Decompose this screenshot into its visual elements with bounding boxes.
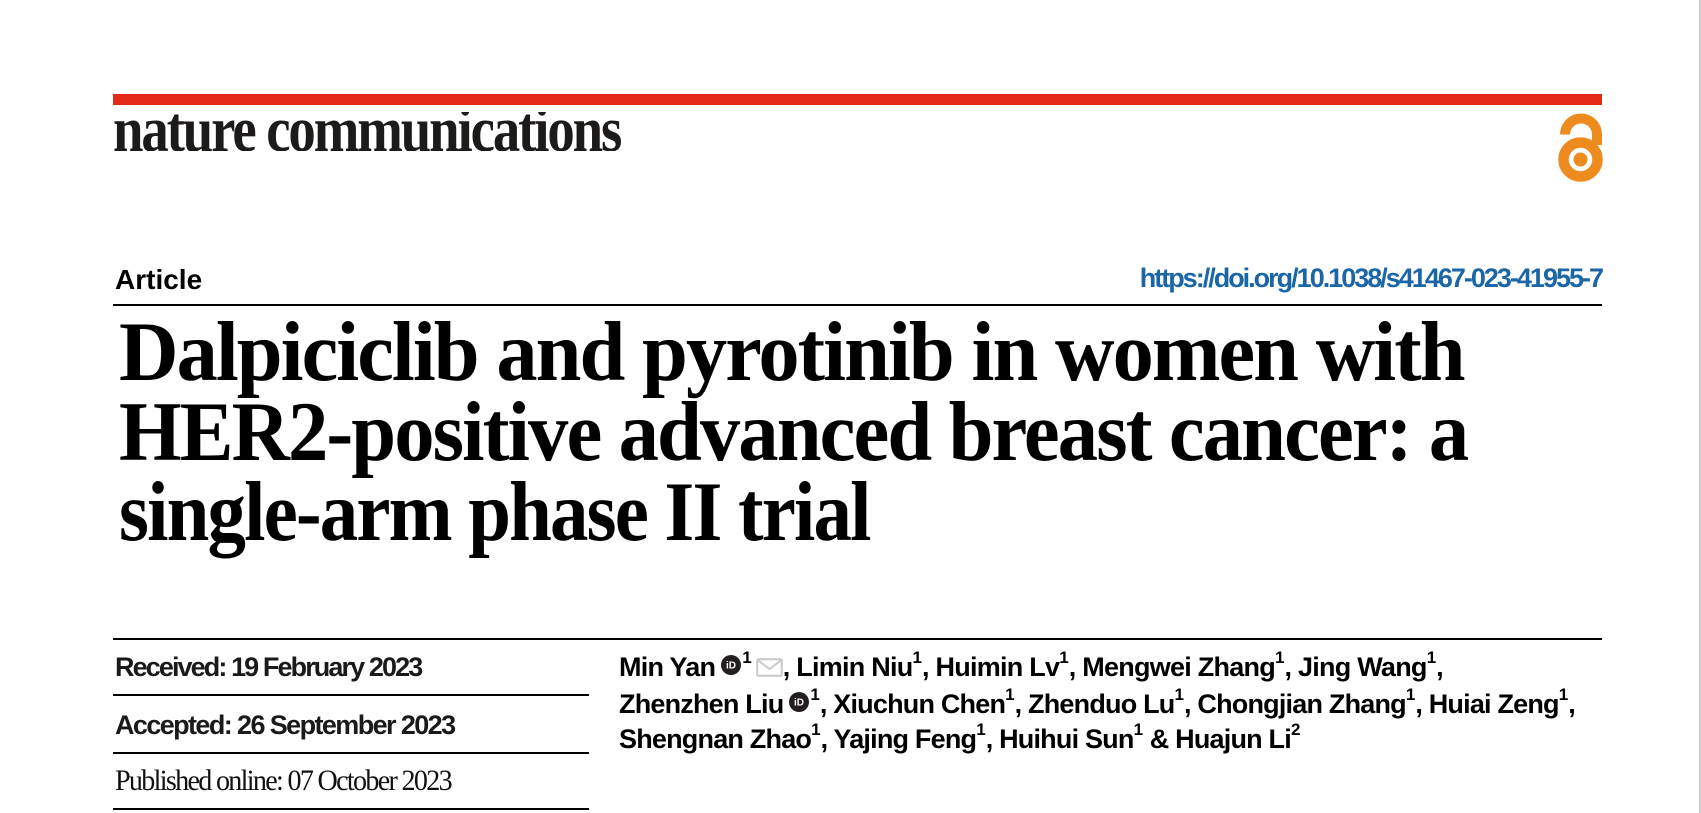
svg-text:iD: iD [726,661,736,672]
svg-text:iD: iD [794,698,804,709]
